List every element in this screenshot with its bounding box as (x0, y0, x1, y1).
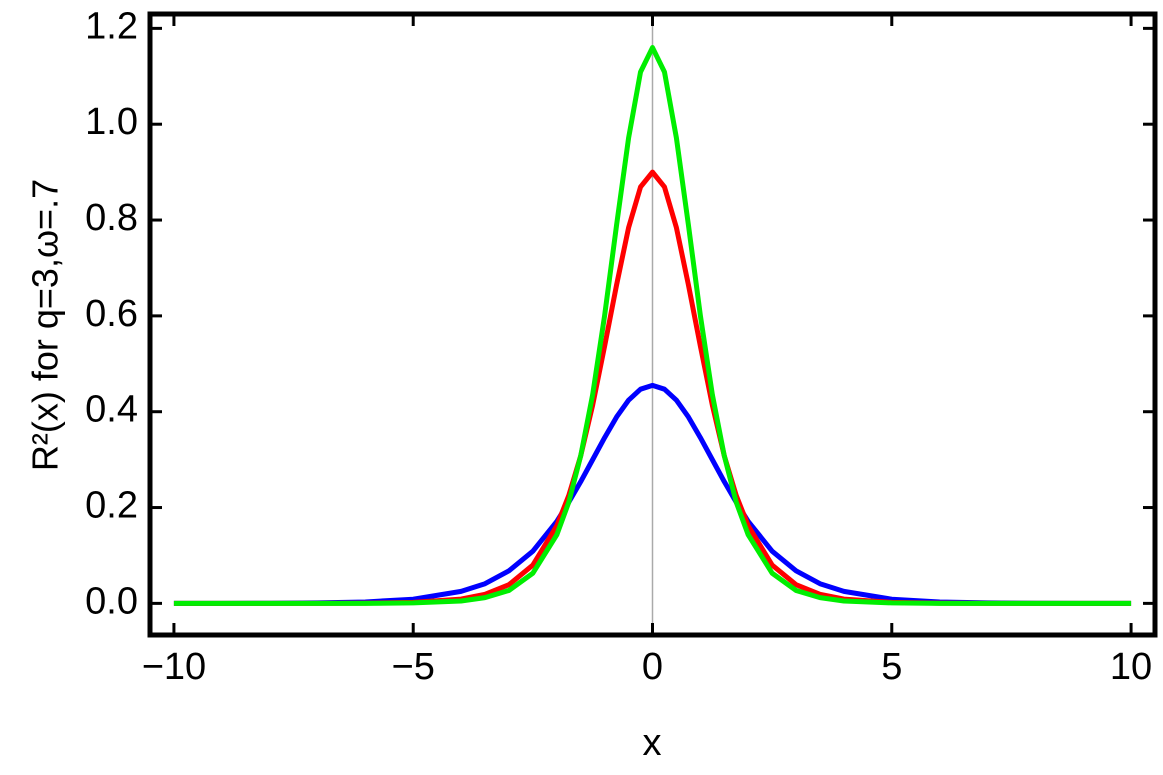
x-tick-label: −10 (142, 646, 206, 688)
x-tick-label: −5 (392, 646, 435, 688)
y-tick-label: 0.8 (85, 197, 138, 239)
x-tick-label: 10 (1110, 646, 1152, 688)
y-axis-label: R²(x) for q=3,ω=.7 (25, 179, 66, 471)
y-tick-label: 0.0 (85, 580, 138, 622)
y-tick-label: 0.2 (85, 485, 138, 527)
x-tick-label: 0 (642, 646, 663, 688)
y-tick-label: 0.6 (85, 293, 138, 335)
y-tick-label: 0.4 (85, 389, 138, 431)
y-tick-label: 1.2 (85, 5, 138, 47)
line-series (173, 382, 1132, 606)
line-series (173, 45, 1132, 606)
y-tick-label: 1.0 (85, 101, 138, 143)
x-tick-label: 5 (881, 646, 902, 688)
x-axis-label: x (643, 722, 662, 764)
